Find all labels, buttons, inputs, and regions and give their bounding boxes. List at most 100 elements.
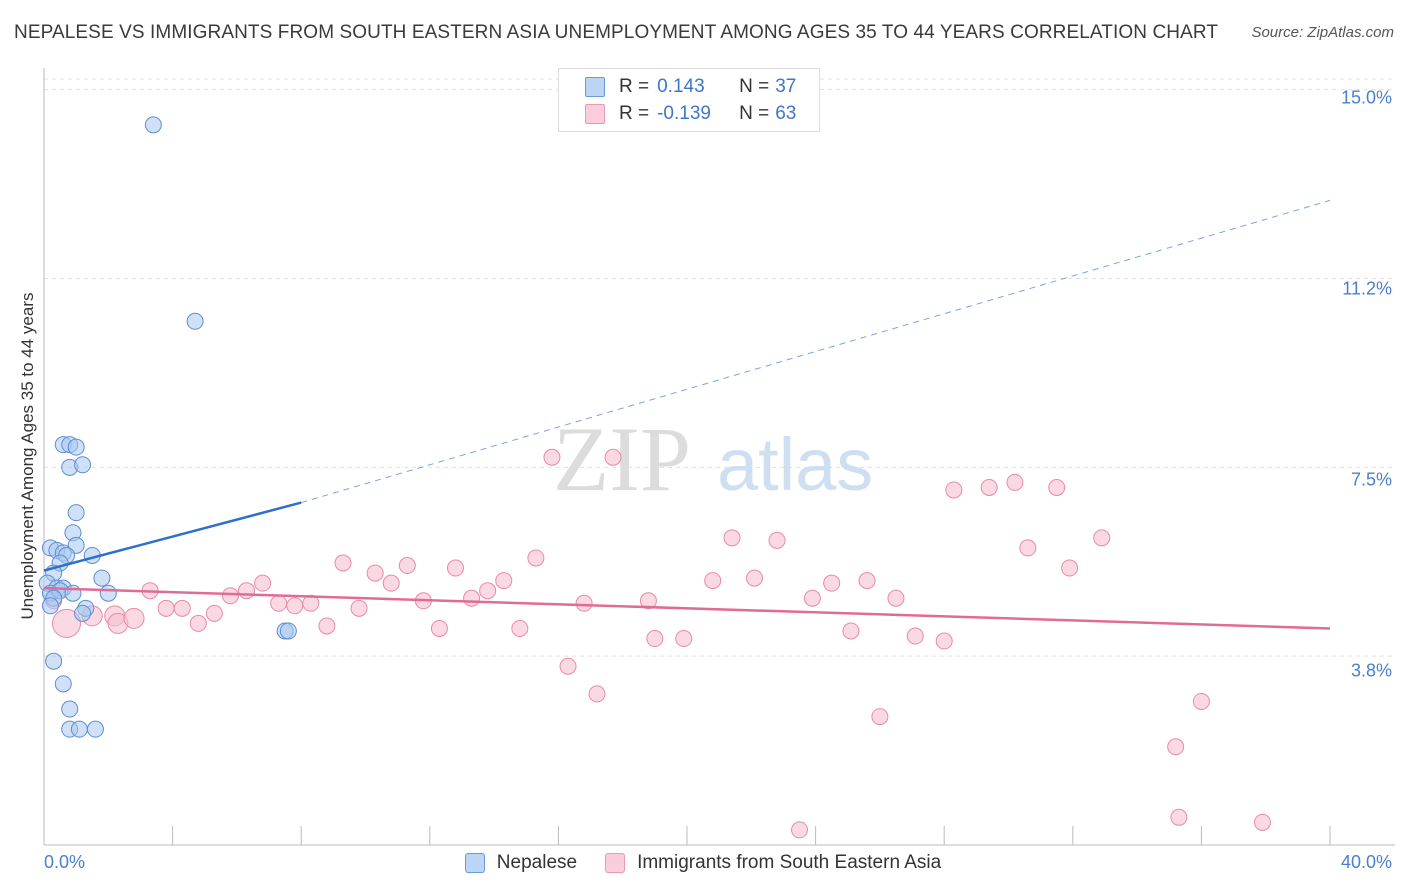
legend-r-label: R = [619,103,650,124]
watermark-atlas: atlas [717,423,873,506]
x-tick-max: 40.0% [1340,852,1392,872]
blue-point [67,438,85,456]
pink-point [286,597,304,615]
pink-point [1170,808,1188,826]
pink-point [447,559,465,577]
pink-point [430,619,448,637]
pink-point [823,574,841,592]
blue-point [279,622,297,640]
pink-point [254,574,272,592]
pink-point [173,599,191,617]
legend-label-nepalese: Nepalese [496,852,578,873]
pink-point [1253,813,1271,831]
pink-point [1048,478,1066,496]
legend-swatch-blue [585,77,605,97]
legend-row-nepalese: R = 0.143 N = 37 [585,74,796,100]
pink-point [559,657,577,675]
legend-r-value: -0.139 [657,103,711,124]
blue-point [54,675,72,693]
pink-point [238,582,256,600]
pink-point [463,589,481,607]
pink-point [1006,473,1024,491]
pink-point [366,564,384,582]
blue-point [74,456,92,474]
pink-point [980,478,998,496]
pink-point [511,619,529,637]
y-axis-label: Unemployment Among Ages 35 to 44 years [18,292,37,620]
legend-swatch-pink [585,104,605,124]
pink-point [205,604,223,622]
legend-n-value: 37 [775,76,797,97]
blue-point [41,597,59,615]
blue-trend-dashed [301,199,1331,504]
series-legend: Nepalese Immigrants from South Eastern A… [0,852,1406,874]
blue-point [93,569,111,587]
pink-point [189,614,207,632]
pink-point [479,582,497,600]
blue-point [70,720,88,738]
watermark-zip: ZIP [553,408,691,510]
pink-point [575,594,593,612]
y-tick-label: 7.5% [1350,469,1392,490]
pink-point [858,572,876,590]
y-tick-label: 15.0% [1340,87,1392,108]
trend-lines [43,199,1331,630]
pink-point [588,685,606,703]
pink-point [906,627,924,645]
legend-item-nepalese: Nepalese [464,852,578,874]
pink-point [221,587,239,605]
pink-point [945,481,963,499]
pink-point [302,594,320,612]
pink-point [123,607,145,629]
pink-series-points [45,448,1271,839]
legend-n-label: N = [739,76,770,97]
blue-series-points [38,116,297,738]
pink-point [1167,738,1185,756]
x-tick-min: 0.0% [44,852,86,872]
pink-point [270,594,288,612]
pink-point [768,531,786,549]
pink-point [318,617,336,635]
pink-point [1093,529,1111,547]
pink-point [704,572,722,590]
blue-point [186,312,204,330]
correlation-legend: R = 0.143 N = 37 R = -0.139 N = 63 [558,68,820,132]
blue-point [64,584,82,602]
pink-point [791,821,809,839]
pink-point [527,549,545,567]
axes [43,68,1395,846]
blue-point [99,584,117,602]
pink-point [398,557,416,575]
pink-point [646,630,664,648]
legend-n-value: 63 [775,103,797,124]
blue-point [74,604,92,622]
blue-point [45,652,63,670]
legend-n-label: N = [739,103,770,124]
pink-point [157,599,175,617]
gridlines [44,78,1395,657]
pink-point [803,589,821,607]
pink-point [604,448,622,466]
pink-point [842,622,860,640]
pink-point [639,592,657,610]
blue-point [67,504,85,522]
pink-point [871,708,889,726]
pink-point [723,529,741,547]
pink-point [52,608,82,638]
pink-point [334,554,352,572]
legend-row-immigrants: R = -0.139 N = 63 [585,101,796,127]
blue-point [61,700,79,718]
pink-point [887,589,905,607]
pink-point [382,574,400,592]
y-tick-label: 11.2% [1342,278,1392,299]
pink-point [543,448,561,466]
blue-trend-line [43,501,302,572]
source-label: Source: ZipAtlas.com [1251,24,1394,41]
blue-point [144,116,162,134]
pink-point [935,632,953,650]
pink-point [1019,539,1037,557]
chart-title: NEPALESE VS IMMIGRANTS FROM SOUTH EASTER… [14,22,1219,43]
pink-point [1192,692,1210,710]
pink-point [675,630,693,648]
